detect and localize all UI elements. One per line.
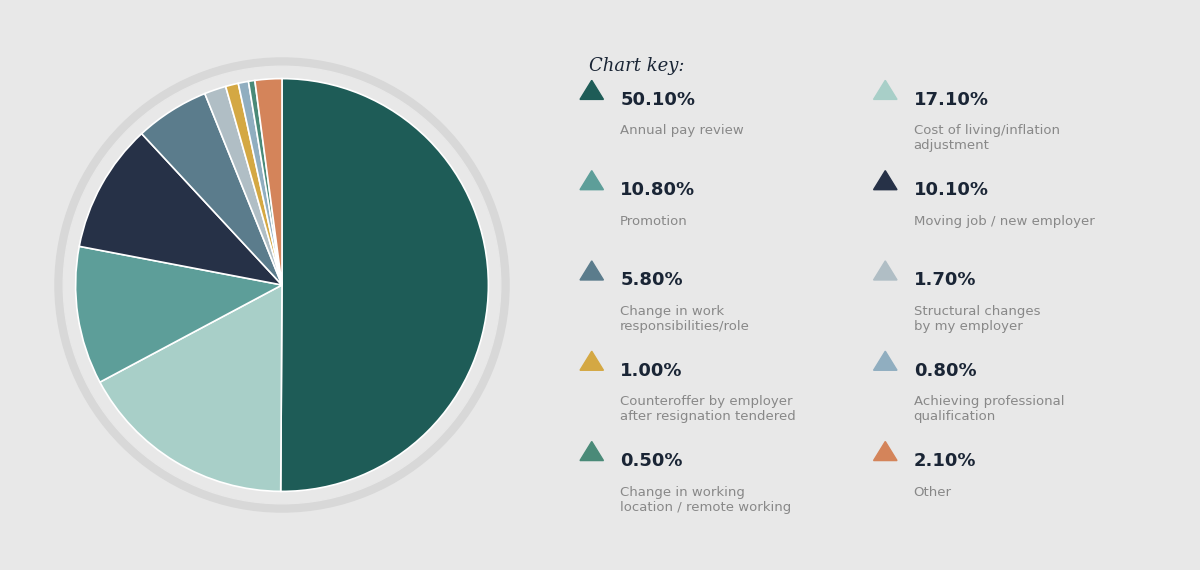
Wedge shape bbox=[248, 80, 282, 285]
Text: 0.80%: 0.80% bbox=[913, 362, 977, 380]
Polygon shape bbox=[580, 351, 604, 370]
Wedge shape bbox=[281, 79, 488, 491]
Text: Chart key:: Chart key: bbox=[589, 57, 685, 75]
Text: Promotion: Promotion bbox=[620, 215, 688, 228]
Wedge shape bbox=[79, 133, 282, 285]
Wedge shape bbox=[205, 87, 282, 285]
Text: 0.50%: 0.50% bbox=[620, 452, 683, 470]
Circle shape bbox=[55, 58, 509, 512]
Polygon shape bbox=[874, 442, 898, 461]
Text: Counteroffer by employer
after resignation tendered: Counteroffer by employer after resignati… bbox=[620, 396, 796, 424]
Wedge shape bbox=[239, 82, 282, 285]
Text: Structural changes
by my employer: Structural changes by my employer bbox=[913, 305, 1040, 333]
Text: Change in working
location / remote working: Change in working location / remote work… bbox=[620, 486, 792, 514]
Wedge shape bbox=[226, 83, 282, 285]
Text: 1.70%: 1.70% bbox=[913, 271, 977, 290]
Polygon shape bbox=[874, 170, 898, 190]
Wedge shape bbox=[76, 246, 282, 382]
Text: 5.80%: 5.80% bbox=[620, 271, 683, 290]
Text: 50.10%: 50.10% bbox=[620, 91, 695, 109]
Polygon shape bbox=[580, 170, 604, 190]
Polygon shape bbox=[580, 80, 604, 99]
Text: Annual pay review: Annual pay review bbox=[620, 124, 744, 137]
Text: 10.80%: 10.80% bbox=[620, 181, 695, 199]
Wedge shape bbox=[142, 93, 282, 285]
Text: Moving job / new employer: Moving job / new employer bbox=[913, 215, 1094, 228]
Polygon shape bbox=[580, 261, 604, 280]
Text: Achieving professional
qualification: Achieving professional qualification bbox=[913, 396, 1064, 424]
Text: Cost of living/inflation
adjustment: Cost of living/inflation adjustment bbox=[913, 124, 1060, 153]
Text: Other: Other bbox=[913, 486, 952, 499]
Circle shape bbox=[64, 66, 500, 504]
Polygon shape bbox=[874, 80, 898, 99]
Text: 17.10%: 17.10% bbox=[913, 91, 989, 109]
Text: Change in work
responsibilities/role: Change in work responsibilities/role bbox=[620, 305, 750, 333]
Wedge shape bbox=[254, 79, 282, 285]
Text: 1.00%: 1.00% bbox=[620, 362, 683, 380]
Polygon shape bbox=[874, 351, 898, 370]
Wedge shape bbox=[100, 285, 282, 491]
Polygon shape bbox=[874, 261, 898, 280]
Text: 2.10%: 2.10% bbox=[913, 452, 977, 470]
Polygon shape bbox=[580, 442, 604, 461]
Text: 10.10%: 10.10% bbox=[913, 181, 989, 199]
